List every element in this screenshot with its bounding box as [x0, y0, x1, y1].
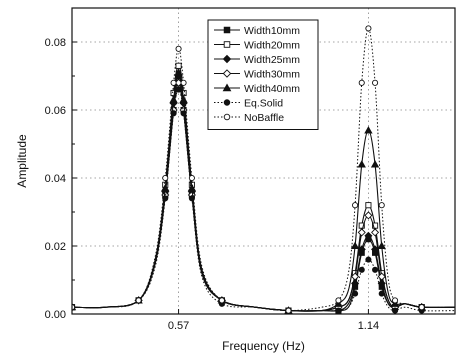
- data-point: [175, 86, 182, 93]
- x-axis-label: Frequency (Hz): [222, 339, 305, 353]
- data-point: [285, 307, 292, 314]
- x-tick-label: 0.57: [168, 320, 189, 332]
- data-point: [218, 297, 225, 304]
- data-point: [377, 241, 386, 250]
- data-point: [187, 183, 197, 192]
- y-tick-label: 0.06: [45, 105, 66, 117]
- legend-label: Eq.Solid: [244, 98, 283, 110]
- data-point: [335, 307, 342, 314]
- y-axis-label: Amplitude: [15, 134, 29, 188]
- legend-item: Width40mm: [214, 83, 300, 95]
- legend-item: NoBaffle: [214, 112, 284, 124]
- data-point: [175, 45, 182, 52]
- data-point: [378, 290, 385, 297]
- data-point: [358, 79, 365, 86]
- data-point: [418, 304, 425, 311]
- legend-marker: [223, 99, 231, 106]
- legend-label: Width25mm: [244, 54, 300, 66]
- data-point: [350, 241, 360, 250]
- data-point: [161, 183, 170, 192]
- data-point: [370, 160, 380, 168]
- ticks-layer: 0.00 0.02 0.04 0.06 0.08 0.57 1.14: [45, 37, 380, 332]
- data-point: [358, 266, 365, 273]
- grid-layer: [72, 8, 455, 314]
- data-point: [174, 68, 183, 76]
- legend-marker: [223, 41, 231, 48]
- data-point: [372, 266, 379, 273]
- legend-marker: [222, 54, 232, 64]
- y-tick-label: 0.08: [45, 37, 66, 49]
- series-nobaffle: [72, 25, 455, 314]
- data-point: [372, 79, 379, 86]
- legend-marker: [223, 26, 231, 34]
- data-point: [372, 222, 379, 229]
- data-point: [364, 231, 373, 240]
- data-point: [179, 95, 188, 103]
- legend-item: Eq.Solid: [214, 98, 283, 110]
- series-line: [72, 72, 455, 312]
- series-line: [72, 27, 455, 312]
- data-point: [351, 272, 360, 281]
- data-point: [377, 272, 386, 281]
- y-tick-label: 0.02: [45, 241, 66, 253]
- plot-frame: [71, 7, 456, 315]
- data-point: [135, 297, 142, 304]
- data-point: [364, 126, 373, 134]
- legend: Width10mm Width20mm Width25mm Width30mm Widt…: [207, 19, 319, 130]
- legend-marker: [222, 83, 232, 92]
- data-point: [365, 202, 372, 209]
- data-point: [175, 62, 182, 69]
- data-point: [392, 307, 399, 314]
- data-point: [392, 297, 399, 304]
- legend-marker: [222, 69, 232, 78]
- series-line: [72, 89, 455, 312]
- data-point: [335, 297, 342, 304]
- data-point: [365, 256, 372, 263]
- data-point: [365, 25, 372, 32]
- y-tick-label: 0.04: [45, 173, 66, 185]
- legend-label: Width20mm: [244, 40, 300, 52]
- data-point: [180, 110, 187, 117]
- legend-label: Width30mm: [244, 69, 300, 81]
- data-point: [352, 290, 359, 297]
- data-point: [180, 79, 187, 86]
- data-point: [162, 174, 169, 182]
- legend-label: Width10mm: [244, 25, 300, 37]
- data-point: [364, 211, 373, 220]
- data-point: [352, 202, 359, 209]
- data-point: [357, 160, 366, 168]
- legend-marker: [223, 113, 231, 121]
- data-point: [188, 174, 195, 182]
- x-tick-label: 1.14: [358, 320, 379, 332]
- data-point: [358, 222, 365, 229]
- data-point: [170, 79, 177, 86]
- legend-item: Width25mm: [214, 54, 300, 66]
- legend-item: Width30mm: [214, 69, 300, 81]
- data-point: [170, 110, 177, 117]
- data-point: [371, 228, 380, 237]
- legend-item: Width10mm: [214, 25, 300, 37]
- data-point: [357, 228, 366, 237]
- legend-item: Width20mm: [214, 40, 300, 52]
- data-point: [188, 195, 195, 202]
- data-point: [378, 202, 385, 209]
- legend-label: Width40mm: [244, 83, 300, 95]
- data-point: [162, 195, 169, 202]
- legend-label: NoBaffle: [244, 112, 284, 124]
- y-tick-label: 0.00: [45, 309, 66, 321]
